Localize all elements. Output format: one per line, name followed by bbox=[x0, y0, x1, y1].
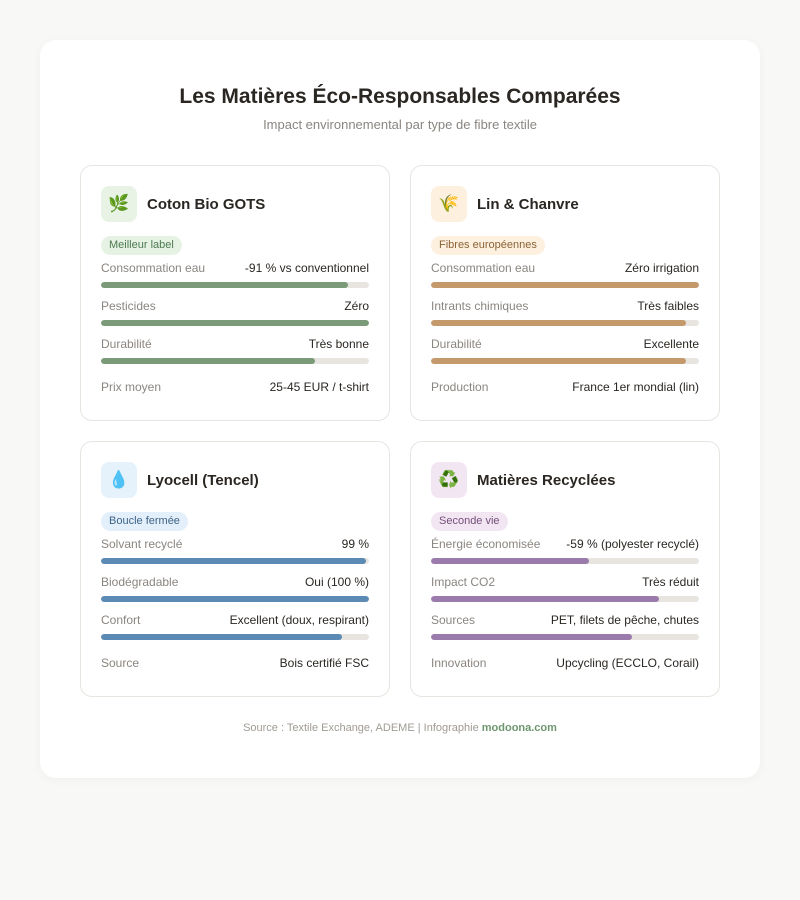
materials-grid: 🌿 Coton Bio GOTS Meilleur label Consomma… bbox=[80, 165, 720, 697]
progress-bar bbox=[431, 358, 699, 364]
infographic-container: Les Matières Éco-Responsables Comparées … bbox=[40, 40, 760, 778]
metric-row: Durabilité Excellente bbox=[431, 337, 699, 364]
metric-value: Excellent (doux, respirant) bbox=[229, 613, 369, 627]
progress-bar-fill bbox=[431, 358, 686, 364]
source-text: Source : Textile Exchange, ADEME | Infog… bbox=[243, 722, 482, 734]
metric-row: Confort Excellent (doux, respirant) bbox=[101, 613, 369, 640]
card-badge: Fibres européennes bbox=[431, 236, 545, 255]
droplet-icon: 💧 bbox=[101, 462, 137, 498]
card-header: ♻️ Matières Recyclées bbox=[431, 462, 699, 498]
metric-label: Prix moyen bbox=[101, 380, 162, 394]
metric-value: Oui (100 %) bbox=[304, 575, 369, 589]
metric-label: Sources bbox=[431, 613, 476, 627]
metric-row: Pesticides Zéro bbox=[101, 299, 369, 326]
metric-value: -59 % (polyester recyclé) bbox=[566, 537, 699, 551]
metric-row: Biodégradable Oui (100 %) bbox=[101, 575, 369, 602]
metric-label: Durabilité bbox=[431, 337, 482, 351]
metric-label: Innovation bbox=[431, 656, 487, 670]
herb-icon: 🌿 bbox=[101, 186, 137, 222]
metric-value: 99 % bbox=[341, 537, 369, 551]
card-title: Lyocell (Tencel) bbox=[147, 471, 259, 489]
metric-value: Zéro irrigation bbox=[624, 261, 699, 275]
material-card-recyclees: ♻️ Matières Recyclées Seconde vie Énergi… bbox=[410, 441, 720, 697]
metric-label: Impact CO2 bbox=[431, 575, 496, 589]
metric-label: Confort bbox=[101, 613, 141, 627]
progress-bar bbox=[101, 558, 369, 564]
progress-bar-fill bbox=[101, 358, 316, 364]
metric-row: Source Bois certifié FSC bbox=[101, 656, 369, 671]
recycle-icon: ♻️ bbox=[431, 462, 467, 498]
metric-row: Énergie économisée -59 % (polyester recyc… bbox=[431, 537, 699, 564]
card-title: Coton Bio GOTS bbox=[147, 195, 266, 213]
metric-label: Énergie économisée bbox=[431, 537, 541, 551]
metric-row: Innovation Upcycling (ECCLO, Corail) bbox=[431, 656, 699, 671]
metric-row: Consommation eau -91 % vs conventionnel bbox=[101, 261, 369, 288]
card-badge: Seconde vie bbox=[431, 512, 508, 531]
metric-value: France 1er mondial (lin) bbox=[572, 380, 699, 394]
progress-bar-fill bbox=[101, 282, 348, 288]
progress-bar bbox=[431, 282, 699, 288]
metric-value: -91 % vs conventionnel bbox=[244, 261, 369, 275]
metric-label: Consommation eau bbox=[431, 261, 536, 275]
progress-bar bbox=[431, 558, 699, 564]
metric-value: Zéro bbox=[344, 299, 369, 313]
progress-bar-fill bbox=[431, 320, 686, 326]
metric-value: Upcycling (ECCLO, Corail) bbox=[556, 656, 699, 670]
progress-bar bbox=[101, 634, 369, 640]
progress-bar-fill bbox=[101, 634, 343, 640]
material-card-lyocell: 💧 Lyocell (Tencel) Boucle fermée Solvant… bbox=[80, 441, 390, 697]
metric-value: Excellente bbox=[643, 337, 699, 351]
metric-label: Pesticides bbox=[101, 299, 156, 313]
card-badge: Meilleur label bbox=[101, 236, 182, 255]
material-card-coton: 🌿 Coton Bio GOTS Meilleur label Consomma… bbox=[80, 165, 390, 421]
progress-bar bbox=[431, 634, 699, 640]
metric-label: Consommation eau bbox=[101, 261, 206, 275]
metric-label: Intrants chimiques bbox=[431, 299, 529, 313]
progress-bar-fill bbox=[101, 596, 369, 602]
progress-bar-fill bbox=[431, 634, 632, 640]
metric-value: Très faibles bbox=[637, 299, 699, 313]
metric-label: Production bbox=[431, 380, 489, 394]
page-subtitle: Impact environnemental par type de fibre… bbox=[263, 117, 537, 132]
metric-row: Sources PET, filets de pêche, chutes bbox=[431, 613, 699, 640]
card-header: 🌾 Lin & Chanvre bbox=[431, 186, 699, 222]
card-title: Matières Recyclées bbox=[477, 471, 616, 489]
progress-bar-fill bbox=[431, 558, 590, 564]
metric-label: Source bbox=[101, 656, 140, 670]
card-title: Lin & Chanvre bbox=[477, 195, 579, 213]
metric-row: Intrants chimiques Très faibles bbox=[431, 299, 699, 326]
card-badge: Boucle fermée bbox=[101, 512, 188, 531]
progress-bar-fill bbox=[101, 320, 369, 326]
metric-row: Consommation eau Zéro irrigation bbox=[431, 261, 699, 288]
metric-label: Durabilité bbox=[101, 337, 152, 351]
progress-bar bbox=[101, 596, 369, 602]
metric-value: 25-45 EUR / t-shirt bbox=[269, 380, 369, 394]
page-title: Les Matières Éco-Responsables Comparées bbox=[179, 85, 621, 108]
progress-bar bbox=[101, 282, 369, 288]
progress-bar-fill bbox=[101, 558, 367, 564]
metric-row: Impact CO2 Très réduit bbox=[431, 575, 699, 602]
progress-bar-fill bbox=[431, 596, 659, 602]
card-header: 🌿 Coton Bio GOTS bbox=[101, 186, 369, 222]
metric-label: Solvant recyclé bbox=[101, 537, 183, 551]
progress-bar bbox=[431, 320, 699, 326]
metric-label: Biodégradable bbox=[101, 575, 179, 589]
brand-link[interactable]: modoona.com bbox=[481, 722, 557, 734]
metric-row: Durabilité Très bonne bbox=[101, 337, 369, 364]
progress-bar bbox=[101, 358, 369, 364]
metric-value: Très réduit bbox=[642, 575, 699, 589]
metric-row: Solvant recyclé 99 % bbox=[101, 537, 369, 564]
metric-value: Très bonne bbox=[308, 337, 369, 351]
progress-bar bbox=[431, 596, 699, 602]
source-footer: Source : Textile Exchange, ADEME | Infog… bbox=[80, 722, 720, 734]
metric-row: Prix moyen 25-45 EUR / t-shirt bbox=[101, 380, 369, 395]
metric-value: Bois certifié FSC bbox=[279, 656, 369, 670]
metric-value: PET, filets de pêche, chutes bbox=[550, 613, 699, 627]
metric-row: Production France 1er mondial (lin) bbox=[431, 380, 699, 395]
progress-bar-fill bbox=[431, 282, 699, 288]
card-header: 💧 Lyocell (Tencel) bbox=[101, 462, 369, 498]
wheat-icon: 🌾 bbox=[431, 186, 467, 222]
progress-bar bbox=[101, 320, 369, 326]
material-card-lin: 🌾 Lin & Chanvre Fibres européennes Conso… bbox=[410, 165, 720, 421]
